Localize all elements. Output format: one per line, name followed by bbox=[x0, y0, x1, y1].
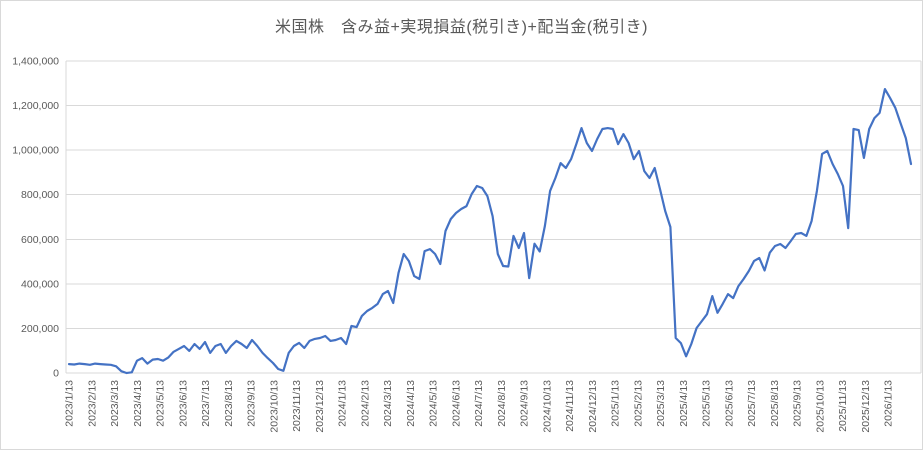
svg-text:2025/10/13: 2025/10/13 bbox=[814, 380, 826, 433]
svg-text:400,000: 400,000 bbox=[21, 278, 59, 290]
svg-text:1,400,000: 1,400,000 bbox=[12, 56, 59, 68]
svg-text:2024/5/13: 2024/5/13 bbox=[428, 380, 440, 427]
svg-text:2023/8/13: 2023/8/13 bbox=[223, 380, 235, 427]
svg-text:1,200,000: 1,200,000 bbox=[12, 100, 59, 112]
svg-text:2025/11/13: 2025/11/13 bbox=[837, 380, 849, 432]
svg-text:2025/1/13: 2025/1/13 bbox=[610, 380, 622, 427]
svg-text:2023/4/13: 2023/4/13 bbox=[132, 380, 144, 427]
svg-text:2023/11/13: 2023/11/13 bbox=[291, 380, 303, 432]
svg-text:800,000: 800,000 bbox=[21, 189, 59, 201]
svg-text:2023/9/13: 2023/9/13 bbox=[246, 380, 258, 427]
svg-text:2024/9/13: 2024/9/13 bbox=[519, 380, 531, 427]
svg-text:2025/6/13: 2025/6/13 bbox=[723, 380, 735, 427]
svg-text:2024/3/13: 2024/3/13 bbox=[382, 380, 394, 427]
svg-text:2023/1/13: 2023/1/13 bbox=[64, 380, 76, 427]
svg-text:2025/4/13: 2025/4/13 bbox=[678, 380, 690, 427]
series-line bbox=[67, 87, 913, 375]
svg-text:2026/1/13: 2026/1/13 bbox=[883, 380, 895, 427]
svg-text:1,000,000: 1,000,000 bbox=[12, 145, 59, 157]
svg-text:2023/10/13: 2023/10/13 bbox=[268, 380, 280, 433]
svg-text:2023/7/13: 2023/7/13 bbox=[200, 380, 212, 427]
svg-text:2024/12/13: 2024/12/13 bbox=[587, 380, 599, 433]
svg-text:0: 0 bbox=[53, 368, 59, 380]
svg-text:2025/8/13: 2025/8/13 bbox=[769, 380, 781, 427]
svg-text:2025/2/13: 2025/2/13 bbox=[632, 380, 644, 427]
svg-text:600,000: 600,000 bbox=[21, 234, 59, 246]
svg-text:2024/6/13: 2024/6/13 bbox=[450, 380, 462, 427]
svg-text:2025/9/13: 2025/9/13 bbox=[792, 380, 804, 427]
x-axis-labels: 2023/1/13 2023/2/13 2023/3/13 2023/4/13 2023… bbox=[64, 380, 895, 433]
svg-text:2025/12/13: 2025/12/13 bbox=[860, 380, 872, 433]
svg-text:2024/7/13: 2024/7/13 bbox=[473, 380, 485, 427]
svg-text:2025/3/13: 2025/3/13 bbox=[655, 380, 667, 427]
svg-text:2024/8/13: 2024/8/13 bbox=[496, 380, 508, 427]
svg-text:2023/3/13: 2023/3/13 bbox=[109, 380, 121, 427]
svg-text:2024/11/13: 2024/11/13 bbox=[564, 380, 576, 432]
svg-text:2024/4/13: 2024/4/13 bbox=[405, 380, 417, 427]
svg-text:2023/5/13: 2023/5/13 bbox=[155, 380, 167, 427]
axis-lines bbox=[65, 61, 922, 374]
svg-text:2023/12/13: 2023/12/13 bbox=[314, 380, 326, 433]
svg-text:2024/10/13: 2024/10/13 bbox=[541, 380, 553, 433]
svg-text:2024/1/13: 2024/1/13 bbox=[337, 380, 349, 427]
chart-title: 米国株 含み益+実現損益(税引き)+配当金(税引き) bbox=[274, 19, 648, 36]
y-axis-labels: 0 200,000 400,000 600,000 800,000 1,000,000 1,… bbox=[12, 56, 59, 380]
gridlines bbox=[66, 60, 921, 329]
svg-text:200,000: 200,000 bbox=[21, 323, 59, 335]
svg-text:2025/7/13: 2025/7/13 bbox=[746, 380, 758, 427]
svg-text:2023/2/13: 2023/2/13 bbox=[86, 380, 98, 427]
svg-text:2023/6/13: 2023/6/13 bbox=[177, 380, 189, 427]
svg-text:2025/5/13: 2025/5/13 bbox=[701, 380, 713, 427]
svg-text:2024/2/13: 2024/2/13 bbox=[359, 380, 371, 427]
